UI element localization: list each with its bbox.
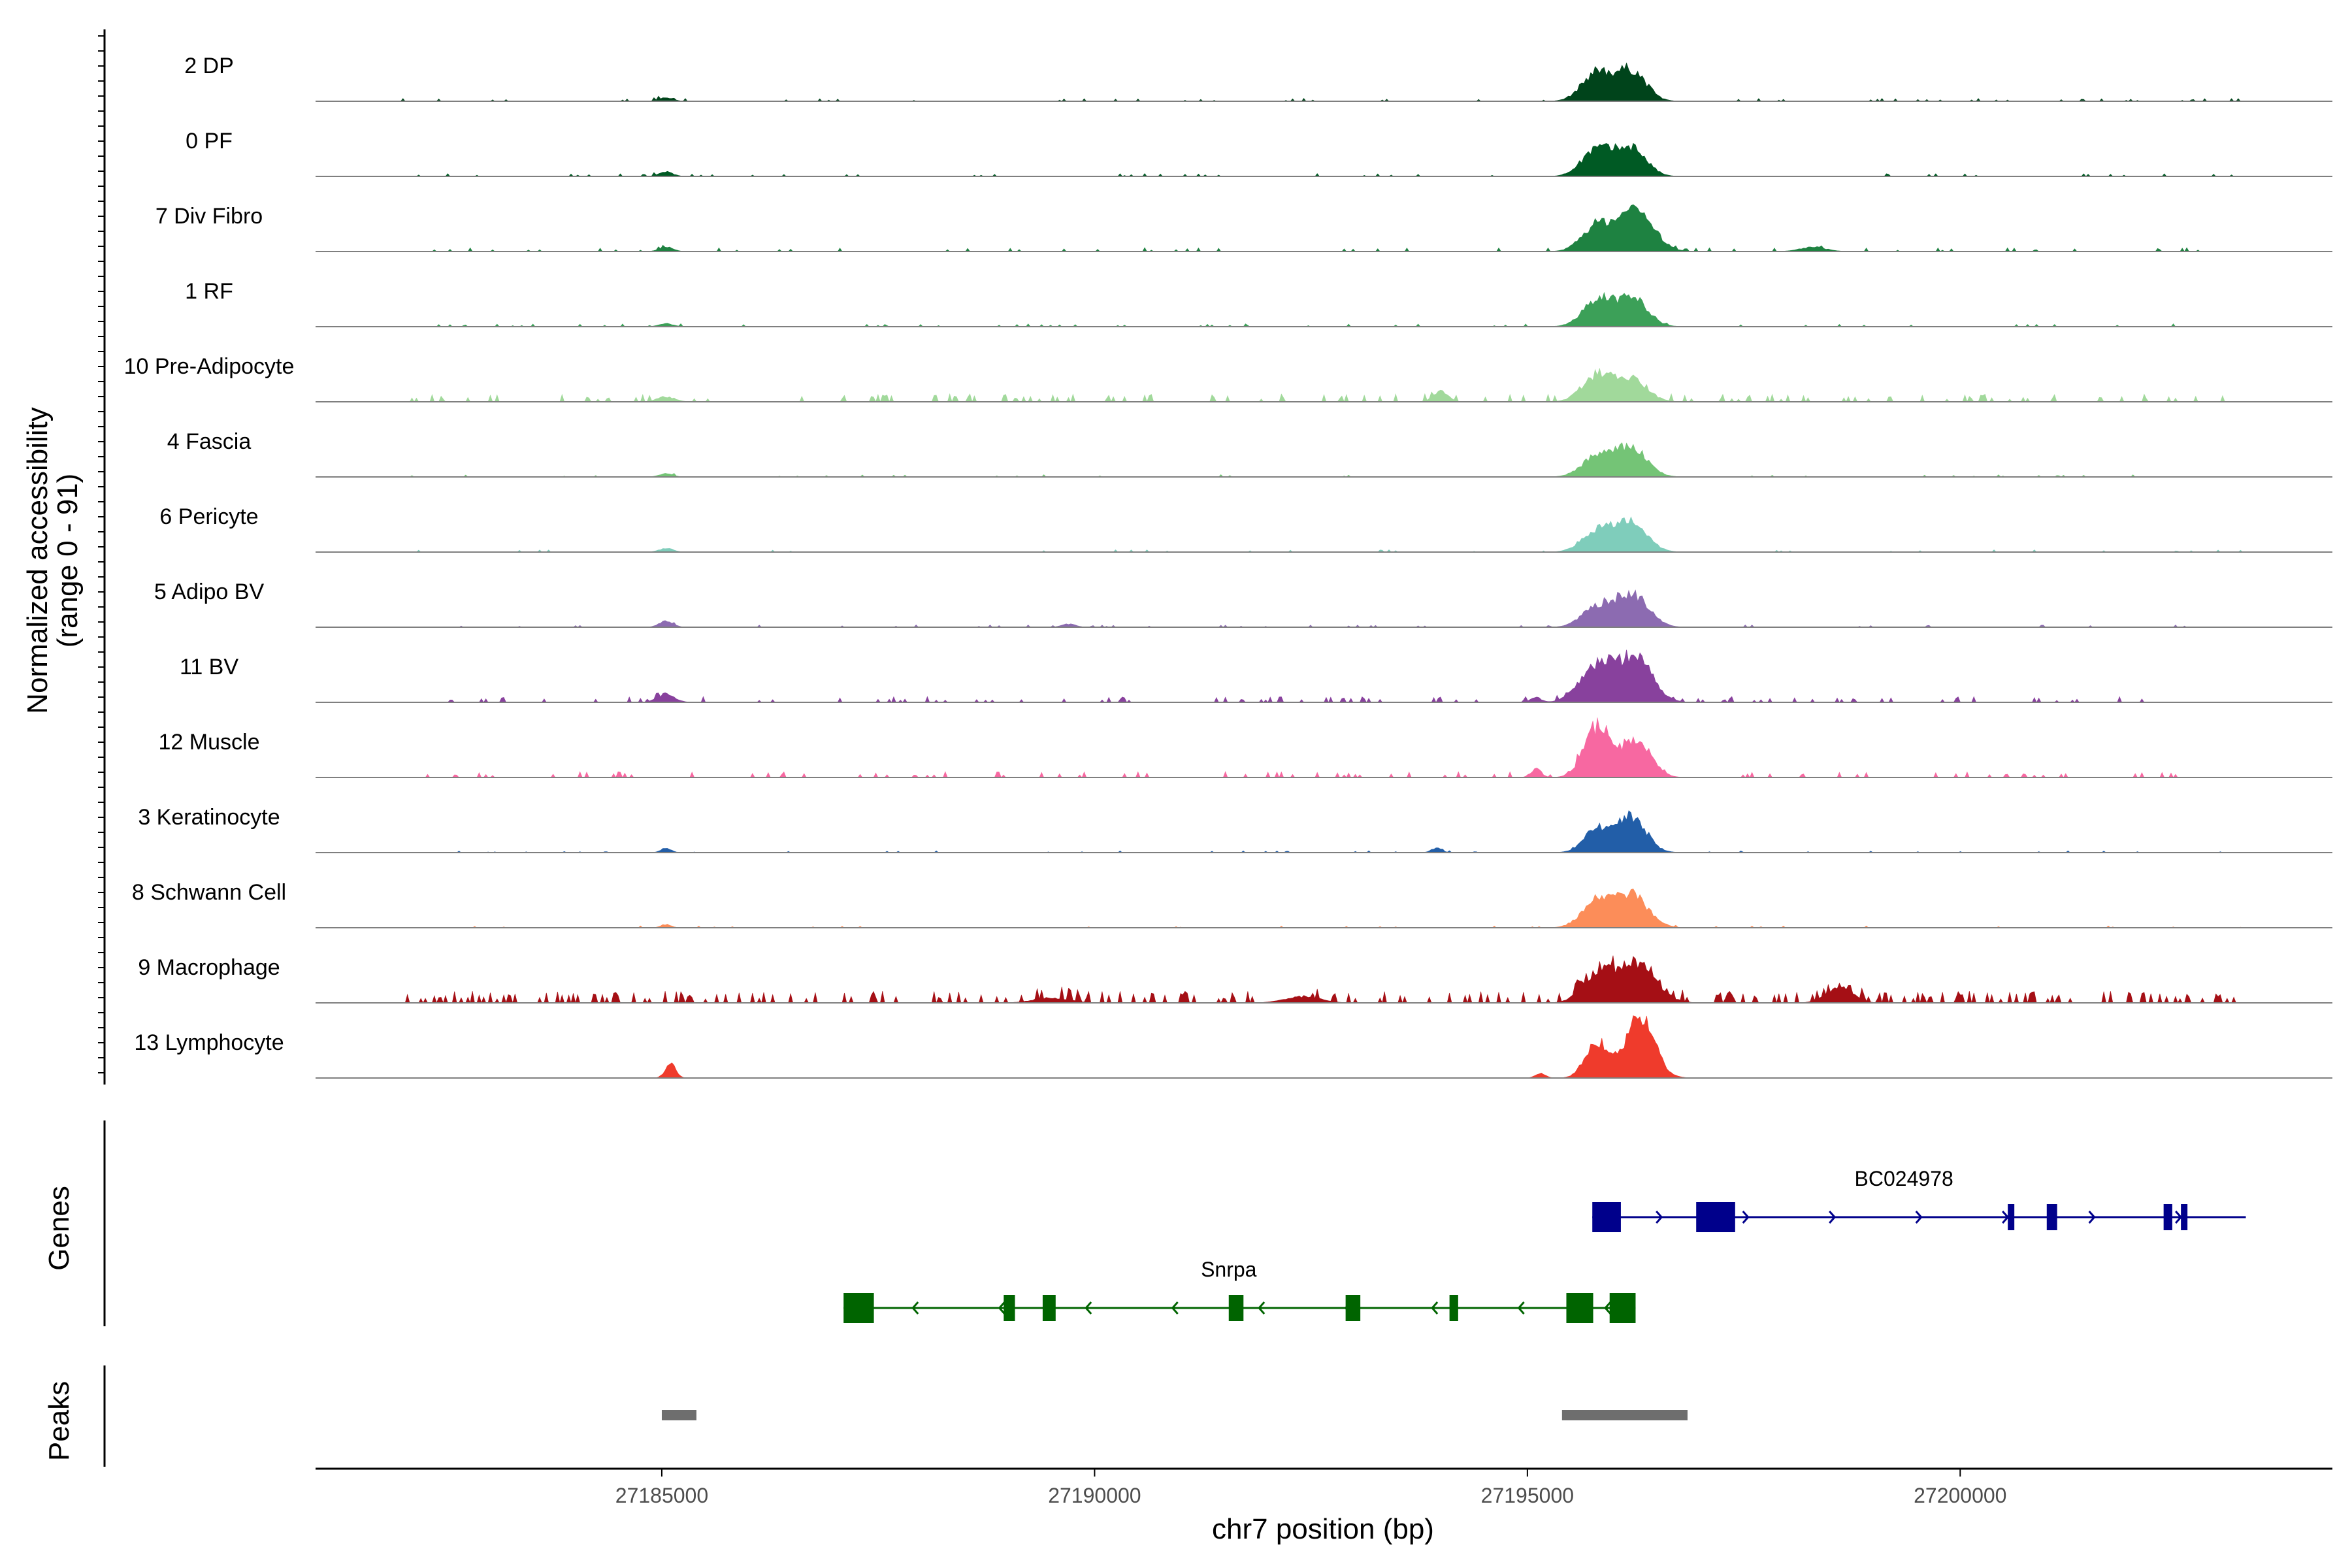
strand-arrow (2088, 1211, 2096, 1224)
gene-BC024978: BC024978 (1592, 1167, 2246, 1232)
strand-arrow (1742, 1211, 1750, 1224)
peak-region (1561, 1410, 1688, 1420)
gene-exon (1566, 1293, 1593, 1323)
track-5: 4 Fascia (167, 429, 2332, 478)
gene-exon (2163, 1204, 2172, 1230)
track-label: 5 Adipo BV (154, 580, 265, 604)
track-coverage-area (316, 367, 2332, 402)
gene-exon (2181, 1204, 2188, 1230)
strand-arrow (1171, 1301, 1179, 1315)
gene-exon (2046, 1204, 2057, 1230)
track-10: 3 Keratinocyte (138, 805, 2332, 853)
track-label: 4 Fascia (167, 429, 252, 454)
peaks-panel (103, 1365, 1688, 1467)
track-coverage-area (316, 516, 2332, 553)
gene-Snrpa: Snrpa (843, 1258, 1636, 1323)
track-label: 0 PF (186, 129, 233, 154)
track-label: 2 DP (184, 54, 234, 78)
track-coverage-area (316, 717, 2332, 778)
gene-label: Snrpa (1201, 1258, 1257, 1281)
track-label: 11 BV (180, 655, 238, 679)
track-label: 12 Muscle (159, 730, 260, 755)
gene-exon (1449, 1295, 1458, 1321)
coverage-tracks: 2 DP 0 PF 7 Div Fibro 1 RF 10 Pre-Adipocyte 4… (124, 54, 2332, 1079)
track-coverage-area (316, 649, 2332, 703)
x-tick-label: 27195000 (1481, 1484, 1574, 1507)
x-axis-label: chr7 position (bp) (1212, 1513, 1434, 1545)
track-1: 0 PF (186, 129, 2332, 177)
strand-arrow (1431, 1301, 1439, 1315)
strand-arrow (1915, 1211, 1923, 1224)
strand-arrow (1258, 1301, 1266, 1315)
peaks-panel-label: Peaks (43, 1381, 75, 1461)
track-coverage-area (316, 204, 2332, 252)
track-label: 9 Macrophage (138, 955, 280, 980)
strand-arrow (1517, 1301, 1525, 1315)
y-axis (98, 29, 106, 1085)
gene-exon (1228, 1295, 1244, 1321)
track-13: 13 Lymphocyte (134, 1015, 2332, 1079)
track-label: 10 Pre-Adipocyte (124, 354, 295, 379)
genes-panel: BC024978 Snrpa (103, 1120, 2246, 1326)
track-coverage-area (316, 955, 2332, 1004)
track-9: 12 Muscle (159, 717, 2332, 778)
x-tick-label: 27200000 (1914, 1484, 2006, 1507)
track-12: 9 Macrophage (138, 955, 2332, 1004)
track-coverage-area (316, 442, 2332, 478)
track-6: 6 Pericyte (159, 504, 2332, 553)
gene-exon (1592, 1202, 1621, 1232)
track-coverage-area (316, 1015, 2332, 1079)
strand-arrow (911, 1301, 919, 1315)
strand-arrow (998, 1301, 1005, 1315)
gene-label: BC024978 (1855, 1167, 1953, 1190)
gene-exon (1042, 1295, 1056, 1321)
y-axis-label-line2: (range 0 - 91) (52, 474, 84, 648)
gene-exon (1345, 1295, 1361, 1321)
x-tick-label: 27185000 (615, 1484, 708, 1507)
track-4: 10 Pre-Adipocyte (124, 354, 2332, 402)
gene-exon (1609, 1293, 1636, 1323)
gene-exon (1004, 1295, 1015, 1321)
track-coverage-area (316, 889, 2332, 928)
y-axis-label-line1: Normalized accessibility (22, 407, 54, 713)
track-coverage-area (316, 810, 2332, 853)
peak-region (661, 1410, 696, 1420)
track-3: 1 RF (185, 279, 2332, 327)
track-label: 3 Keratinocyte (138, 805, 280, 830)
track-8: 11 BV (180, 649, 2332, 703)
track-label: 8 Schwann Cell (132, 880, 286, 905)
strand-arrow (1604, 1301, 1612, 1315)
track-7: 5 Adipo BV (154, 580, 2332, 628)
x-tick-label: 27190000 (1048, 1484, 1141, 1507)
track-coverage-area (316, 142, 2332, 177)
track-2: 7 Div Fibro (155, 204, 2332, 252)
track-coverage-area (316, 291, 2332, 327)
genes-panel-label: Genes (43, 1186, 75, 1271)
strand-arrow (1656, 1211, 1663, 1224)
strand-arrow (1829, 1211, 1837, 1224)
gene-exon (843, 1293, 874, 1323)
track-coverage-area (316, 589, 2332, 628)
track-coverage-area (316, 62, 2332, 102)
track-label: 6 Pericyte (159, 504, 258, 529)
track-11: 8 Schwann Cell (132, 880, 2332, 928)
x-axis: 27185000 27190000 27195000 27200000 (316, 1467, 2332, 1507)
strand-arrow (1085, 1301, 1092, 1315)
gene-exon (1696, 1202, 1735, 1232)
gene-exon (2008, 1204, 2015, 1230)
track-label: 7 Div Fibro (155, 204, 263, 229)
track-label: 13 Lymphocyte (134, 1030, 284, 1055)
track-label: 1 RF (185, 279, 233, 304)
track-0: 2 DP (184, 54, 2332, 102)
